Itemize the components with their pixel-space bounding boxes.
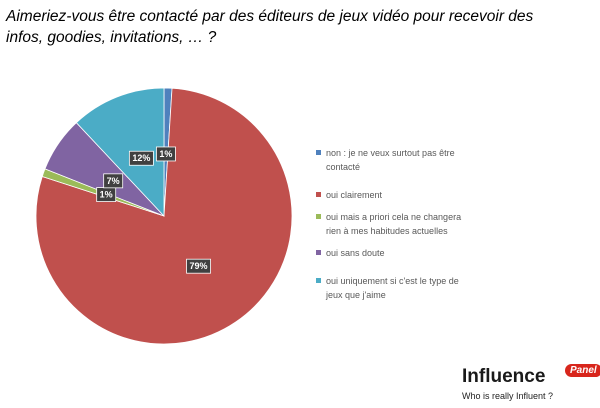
legend-label: oui clairement <box>326 190 383 200</box>
legend-swatch <box>316 150 321 155</box>
legend-item: oui sans doute <box>316 246 526 260</box>
legend-label: oui sans doute <box>326 248 385 258</box>
legend-item: oui mais a priori cela ne changera rien … <box>316 210 476 238</box>
data-label: 1% <box>100 190 113 200</box>
logo-tagline: Who is really Influent ? <box>462 391 554 401</box>
data-label-box <box>103 173 124 189</box>
data-label: 1% <box>159 149 172 159</box>
logo-name: Influence <box>462 366 546 387</box>
data-label: 12% <box>132 153 150 163</box>
legend-item: oui clairement <box>316 188 526 202</box>
legend-label: non : je ne veux surtout pas être contac… <box>326 148 455 172</box>
data-label-box <box>156 146 176 162</box>
legend-swatch <box>316 192 321 197</box>
data-label-box <box>186 258 211 274</box>
logo-badge: Panel <box>565 364 600 377</box>
legend-swatch <box>316 214 321 219</box>
legend-swatch <box>316 250 321 255</box>
legend-label: oui uniquement si c'est le type de jeux … <box>326 276 459 300</box>
data-label-box <box>128 150 154 166</box>
pie-slice <box>75 87 165 218</box>
legend-item: non : je ne veux surtout pas être contac… <box>316 146 476 174</box>
legend-label: oui mais a priori cela ne changera rien … <box>326 212 462 236</box>
data-label: 7% <box>107 176 120 186</box>
legend-swatch <box>316 278 321 283</box>
legend-item: oui uniquement si c'est le type de jeux … <box>316 274 476 302</box>
data-label: 79% <box>190 261 208 271</box>
legend: non : je ne veux surtout pas être contac… <box>316 146 516 304</box>
logo: Influence Panel Who is really Influent ? <box>462 364 600 406</box>
chart-title: Aimeriez-vous être contacté par des édit… <box>6 8 534 46</box>
